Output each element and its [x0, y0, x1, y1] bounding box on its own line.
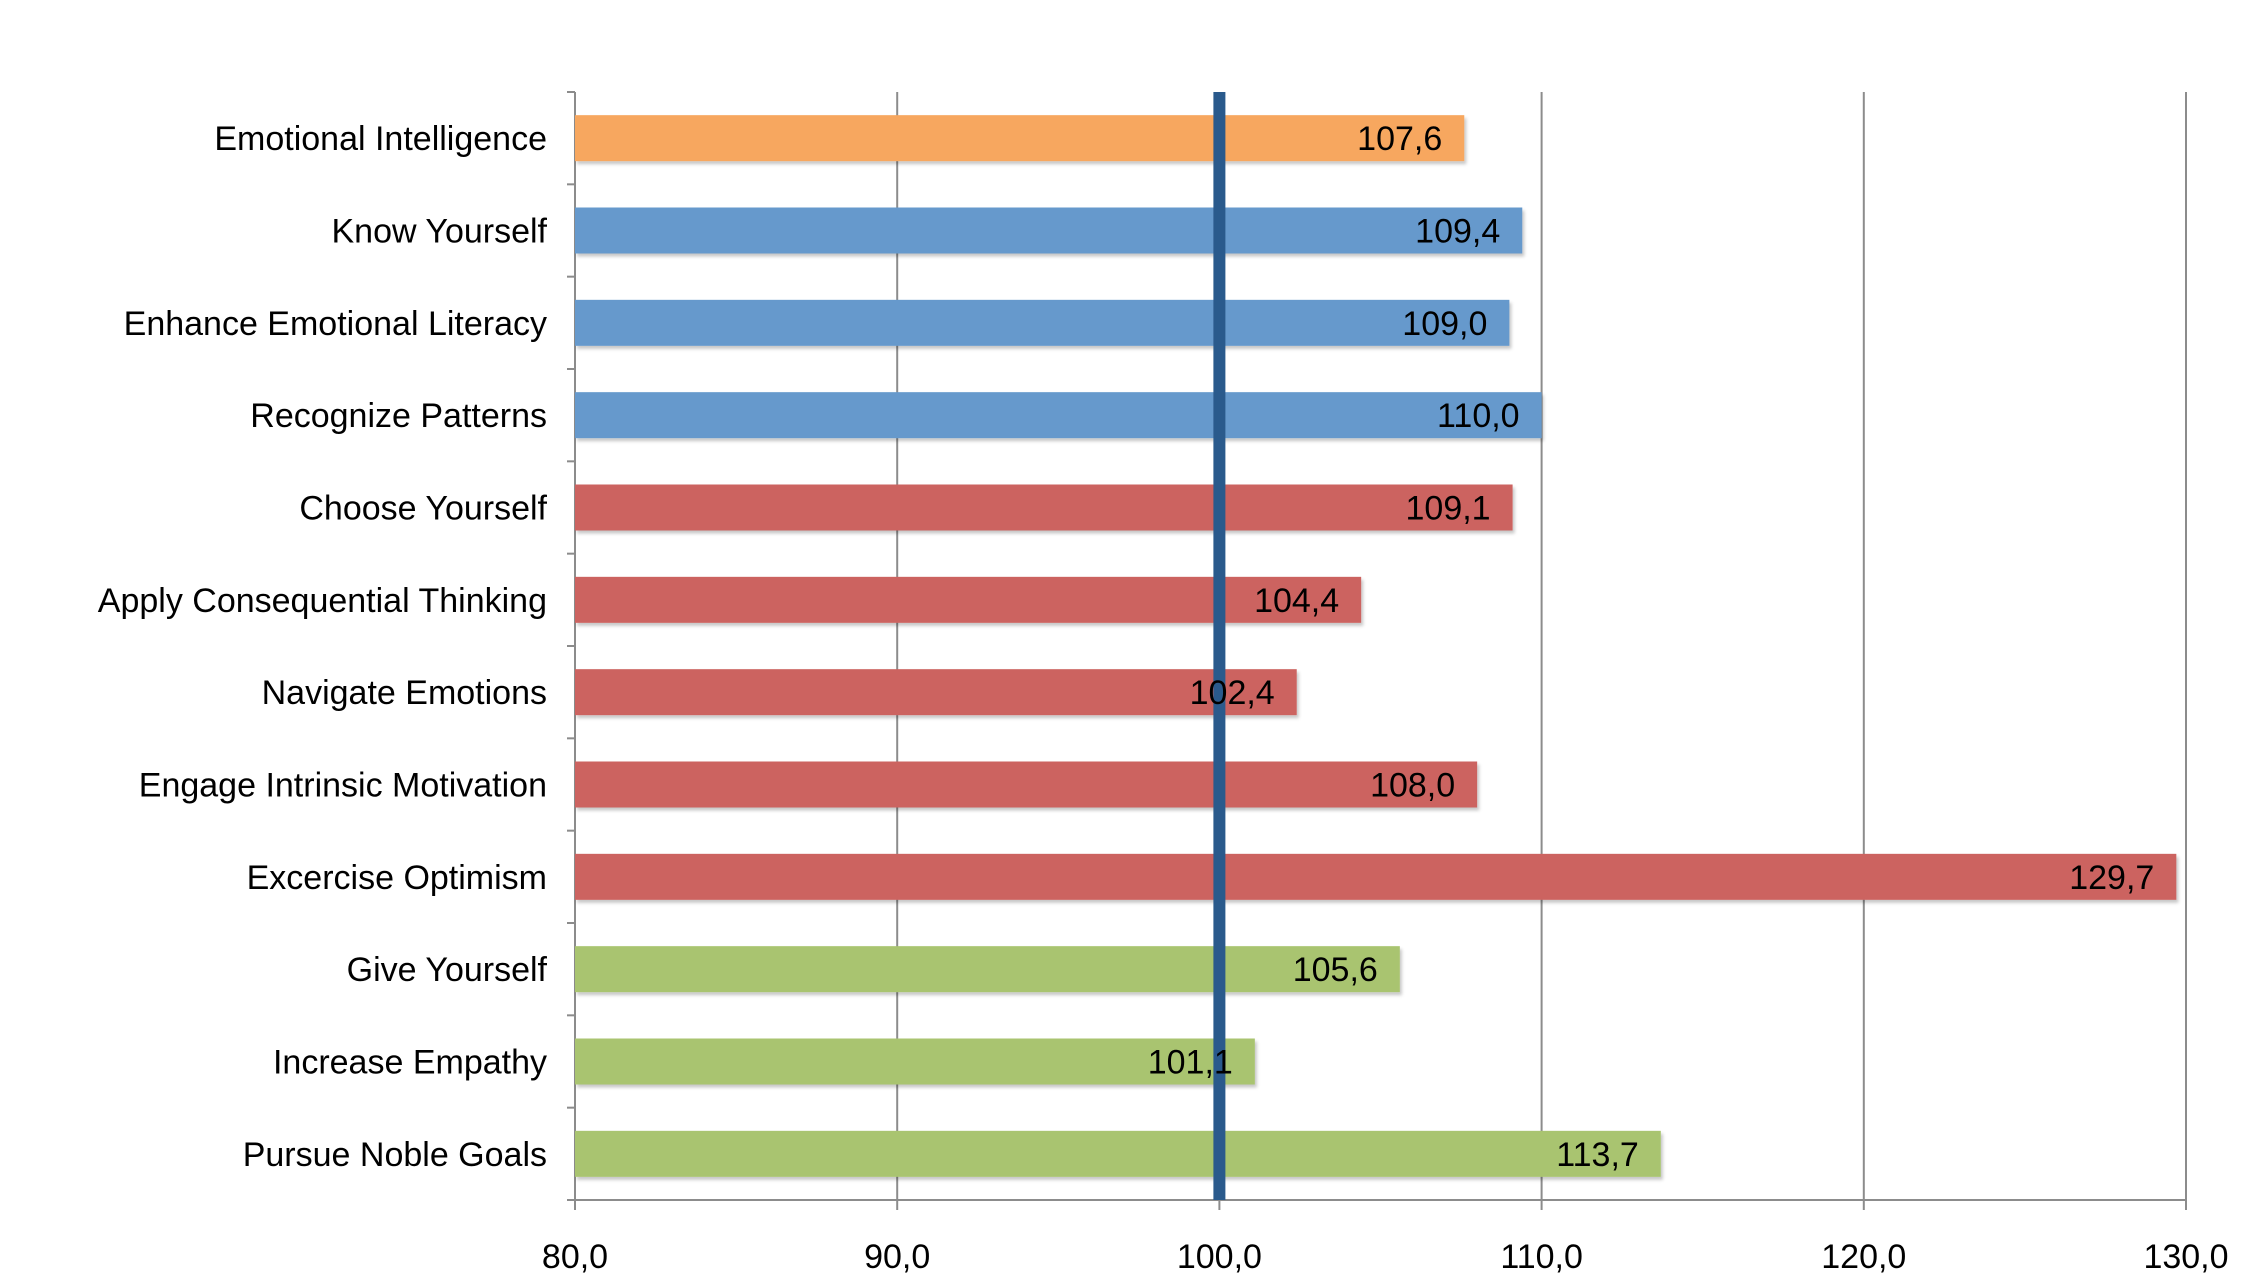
category-label: Recognize Patterns — [250, 397, 547, 435]
bar-value-label: 109,0 — [1402, 305, 1487, 343]
bar-value-label: 109,1 — [1406, 490, 1491, 528]
category-label: Give Yourself — [347, 951, 548, 989]
bar-value-label: 105,6 — [1293, 951, 1378, 989]
bar-value-label: 110,0 — [1437, 397, 1520, 435]
category-label: Engage Intrinsic Motivation — [139, 767, 547, 805]
bar — [575, 1130, 1661, 1177]
category-label: Choose Yourself — [299, 490, 547, 528]
category-label: Know Yourself — [332, 213, 548, 251]
x-tick-label: 120,0 — [1821, 1238, 1906, 1276]
x-tick-label: 110,0 — [1500, 1238, 1583, 1276]
category-label: Enhance Emotional Literacy — [124, 305, 547, 343]
bars — [575, 115, 2177, 1177]
category-label: Increase Empathy — [273, 1044, 547, 1082]
bar — [575, 392, 1542, 439]
bar-value-label: 129,7 — [2069, 859, 2154, 897]
bar — [575, 576, 1362, 623]
bar-value-label: 107,6 — [1357, 120, 1442, 158]
bar — [575, 299, 1510, 346]
category-label: Navigate Emotions — [262, 674, 547, 712]
bar — [575, 207, 1523, 254]
category-labels: Emotional Intelligence Know Yourself Enhan… — [98, 120, 548, 1174]
category-label: Pursue Noble Goals — [243, 1136, 547, 1174]
bar — [575, 853, 2177, 900]
category-label: Apply Consequential Thinking — [98, 582, 547, 620]
category-label: Excercise Optimism — [247, 859, 547, 897]
x-tick-label: 90,0 — [864, 1238, 930, 1276]
bar — [575, 946, 1400, 993]
axes — [567, 91, 2187, 1210]
bar-value-label: 104,4 — [1254, 582, 1339, 620]
bar — [575, 115, 1465, 162]
bar — [575, 1038, 1255, 1085]
x-tick-label: 100,0 — [1177, 1238, 1262, 1276]
bar — [575, 761, 1478, 808]
bar — [575, 669, 1297, 716]
x-tick-label: 130,0 — [2143, 1238, 2228, 1276]
category-label: Emotional Intelligence — [214, 120, 547, 158]
bar-value-label: 101,1 — [1148, 1044, 1233, 1082]
bar — [575, 484, 1513, 531]
bar-value-label: 113,7 — [1556, 1136, 1639, 1174]
x-tick-labels: 80,0 90,0 100,0 110,0 120,0 130,0 — [542, 1238, 2229, 1276]
bar-value-label: 108,0 — [1370, 767, 1455, 805]
bar-value-label: 109,4 — [1415, 213, 1500, 251]
x-tick-label: 80,0 — [542, 1238, 608, 1276]
value-labels: 107,6 109,4 109,0 110,0 109,1 104,4 102,4 108,0… — [1148, 120, 2155, 1174]
bar-value-label: 102,4 — [1190, 674, 1275, 712]
gridlines — [896, 92, 2187, 1200]
